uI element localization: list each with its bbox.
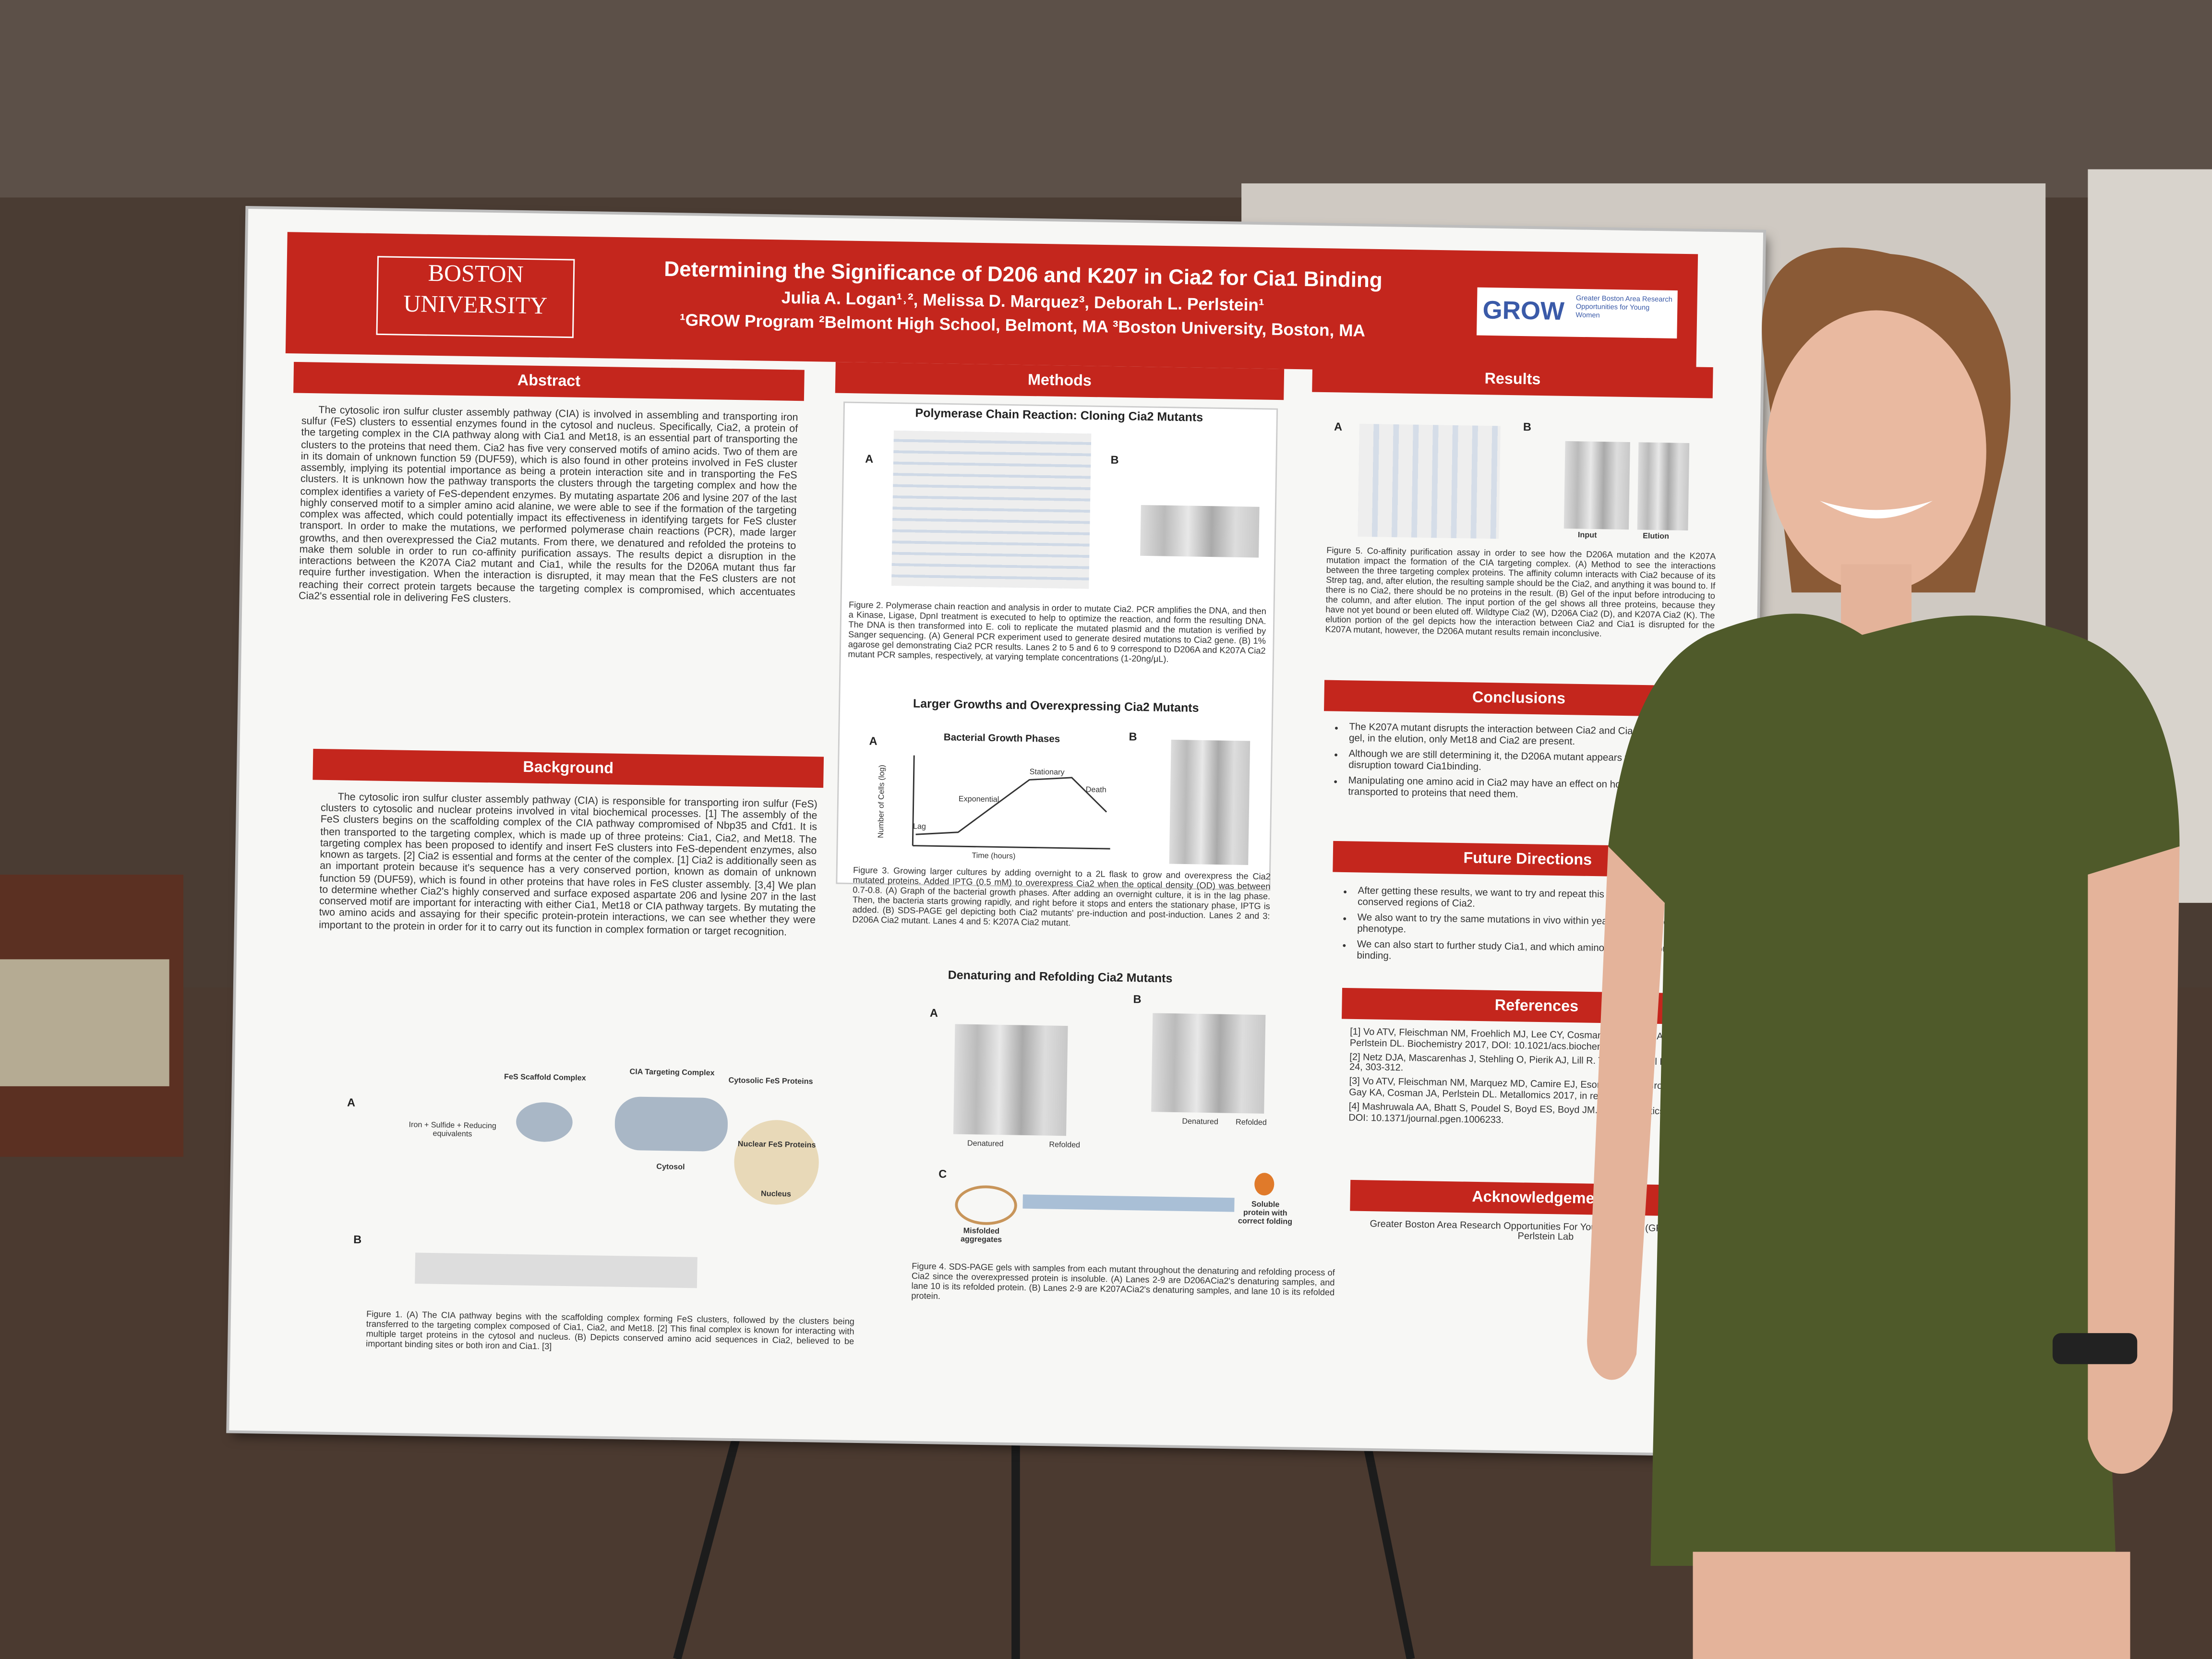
arm [1587,846,1665,1380]
axis [913,845,1110,850]
legs [1693,1551,2130,1659]
arm [2088,846,2180,1474]
growth-graph [912,755,1110,850]
dress [1608,613,2180,1566]
watch [2052,1333,2138,1364]
ceiling-wall [0,0,2212,198]
axis [912,755,915,846]
poster: BOSTON UNIVERSITY Determining the Signif… [229,208,1764,1455]
face [1766,310,1986,593]
smile [1820,501,1933,519]
neck [1841,564,1912,635]
growth-curve [915,777,1107,835]
chair-seat [0,959,169,1086]
